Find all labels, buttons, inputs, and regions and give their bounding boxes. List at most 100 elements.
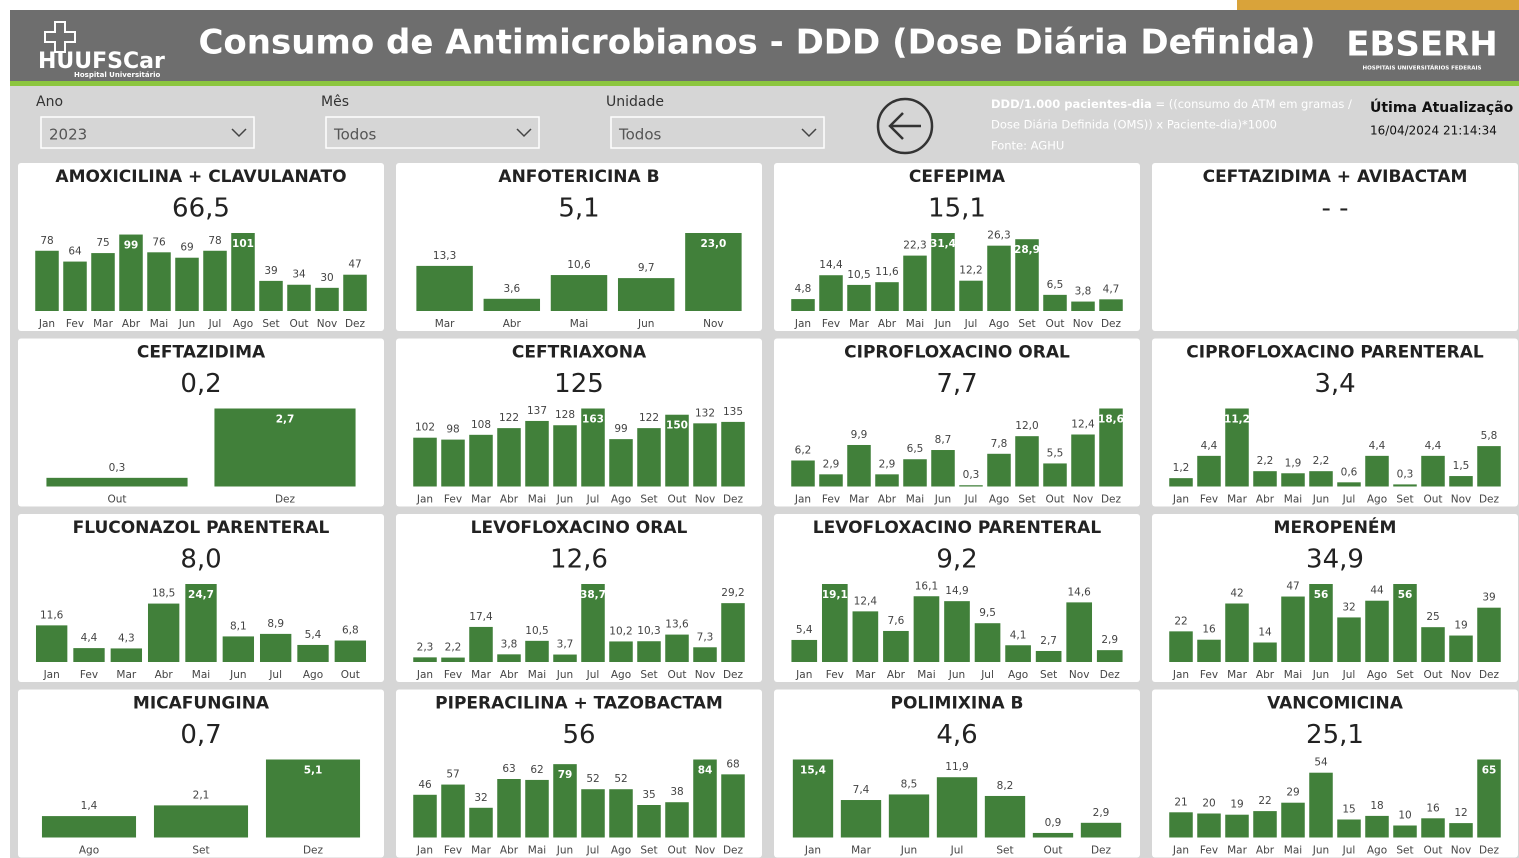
back-button[interactable] <box>876 97 934 155</box>
x-tick-label: Set <box>1040 669 1057 681</box>
bar <box>1281 473 1305 487</box>
data-label: 128 <box>555 409 575 421</box>
bar <box>685 233 742 311</box>
data-label: 29 <box>1286 787 1299 799</box>
bar <box>693 423 717 487</box>
data-label: 8,2 <box>997 780 1014 792</box>
x-tick-label: Ago <box>1367 845 1387 857</box>
x-tick-label: Mar <box>471 669 491 681</box>
data-label: 2,9 <box>879 458 896 470</box>
bar <box>1421 818 1445 838</box>
dropdown-chevron <box>231 128 247 138</box>
x-tick-label: Fev <box>80 669 98 681</box>
data-label: 10,5 <box>847 269 870 281</box>
bar <box>175 257 199 311</box>
x-tick-label: Jul <box>586 845 600 857</box>
x-tick-label: Nov <box>695 669 716 681</box>
x-tick-label: Mai <box>528 669 546 681</box>
data-label: 47 <box>348 259 361 271</box>
data-label: 39 <box>264 265 277 277</box>
bar <box>525 420 549 487</box>
dropdown[interactable] <box>40 116 255 149</box>
x-tick-label: Jan <box>1172 845 1189 857</box>
corner-strip <box>1237 0 1519 10</box>
bar <box>1253 811 1277 838</box>
bar <box>1309 471 1333 487</box>
bar <box>959 280 983 311</box>
data-label: 19 <box>1454 620 1467 632</box>
bar <box>416 265 473 311</box>
x-tick-label: Abr <box>503 318 522 330</box>
data-label: 26,3 <box>987 230 1010 242</box>
x-tick-label: Set <box>1018 318 1035 330</box>
bar <box>693 647 717 662</box>
data-label: 2,9 <box>1093 807 1110 819</box>
data-label: 4,4 <box>1201 440 1218 452</box>
data-label: 5,8 <box>1481 430 1498 442</box>
data-label: 163 <box>582 414 604 426</box>
x-tick-label: Nov <box>1069 669 1090 681</box>
data-label: 68 <box>726 758 739 770</box>
bar <box>944 601 970 662</box>
bar <box>913 596 940 662</box>
bar <box>1365 455 1389 487</box>
logo-right: EBSERH <box>1346 25 1498 65</box>
x-tick-label: Jun <box>229 669 246 681</box>
x-tick-label: Mai <box>1284 669 1302 681</box>
x-tick-label: Dez <box>1101 494 1122 506</box>
bar <box>147 603 180 662</box>
dropdown[interactable] <box>325 116 540 149</box>
data-label: 25 <box>1426 611 1439 623</box>
data-label: 4,8 <box>795 283 812 295</box>
bar <box>1281 596 1305 662</box>
x-tick-label: Out <box>289 318 308 330</box>
x-tick-label: Dez <box>723 845 744 857</box>
x-tick-label: Jan <box>794 318 811 330</box>
x-tick-label: Jul <box>1342 669 1356 681</box>
card-title: CEFEPIMA <box>909 167 1006 187</box>
card-title: AMOXICILINA + CLAVULANATO <box>55 167 346 187</box>
data-label: 2,2 <box>1257 455 1274 467</box>
bar <box>791 460 815 487</box>
note-text: = ((consumo do ATM em gramas / <box>1152 97 1352 111</box>
data-label: 84 <box>698 765 713 777</box>
data-label: 8,1 <box>230 620 247 632</box>
x-tick-label: Jul <box>586 494 600 506</box>
x-tick-label: Mar <box>471 845 491 857</box>
bar <box>1043 294 1067 311</box>
x-tick-label: Jul <box>964 318 978 330</box>
x-tick-label: Jul <box>586 669 600 681</box>
data-label: 79 <box>558 769 573 781</box>
x-tick-label: Fev <box>444 845 462 857</box>
data-label: 9,5 <box>979 607 996 619</box>
data-label: 132 <box>695 407 715 419</box>
card-title: LEVOFLOXACINO PARENTERAL <box>813 518 1102 538</box>
bar <box>791 639 818 662</box>
bar <box>1477 607 1501 662</box>
bar <box>550 275 608 311</box>
data-label: 6,5 <box>907 443 924 455</box>
bar <box>413 437 437 487</box>
x-tick-label: Abr <box>1256 494 1275 506</box>
x-tick-label: Dez <box>723 669 744 681</box>
x-tick-label: Jul <box>980 669 994 681</box>
x-tick-label: Ago <box>1367 494 1387 506</box>
data-label: 38,7 <box>580 589 606 601</box>
data-label: 3,7 <box>557 639 574 651</box>
logo-left-sub: Hospital Universitário <box>74 71 160 79</box>
data-label: 19,1 <box>822 589 848 601</box>
bar <box>1035 650 1062 662</box>
x-tick-label: Abr <box>500 669 519 681</box>
bar <box>1197 455 1221 487</box>
bar <box>1099 408 1123 487</box>
bar <box>665 634 689 662</box>
data-label: 0,6 <box>1341 466 1358 478</box>
x-tick-label: Nov <box>703 318 724 330</box>
bar <box>91 253 115 311</box>
bar <box>1365 815 1389 838</box>
header <box>10 10 1519 81</box>
bar <box>1225 814 1249 838</box>
data-label: 44 <box>1370 585 1384 597</box>
data-label: 11,6 <box>875 266 899 278</box>
dropdown[interactable] <box>610 116 825 149</box>
